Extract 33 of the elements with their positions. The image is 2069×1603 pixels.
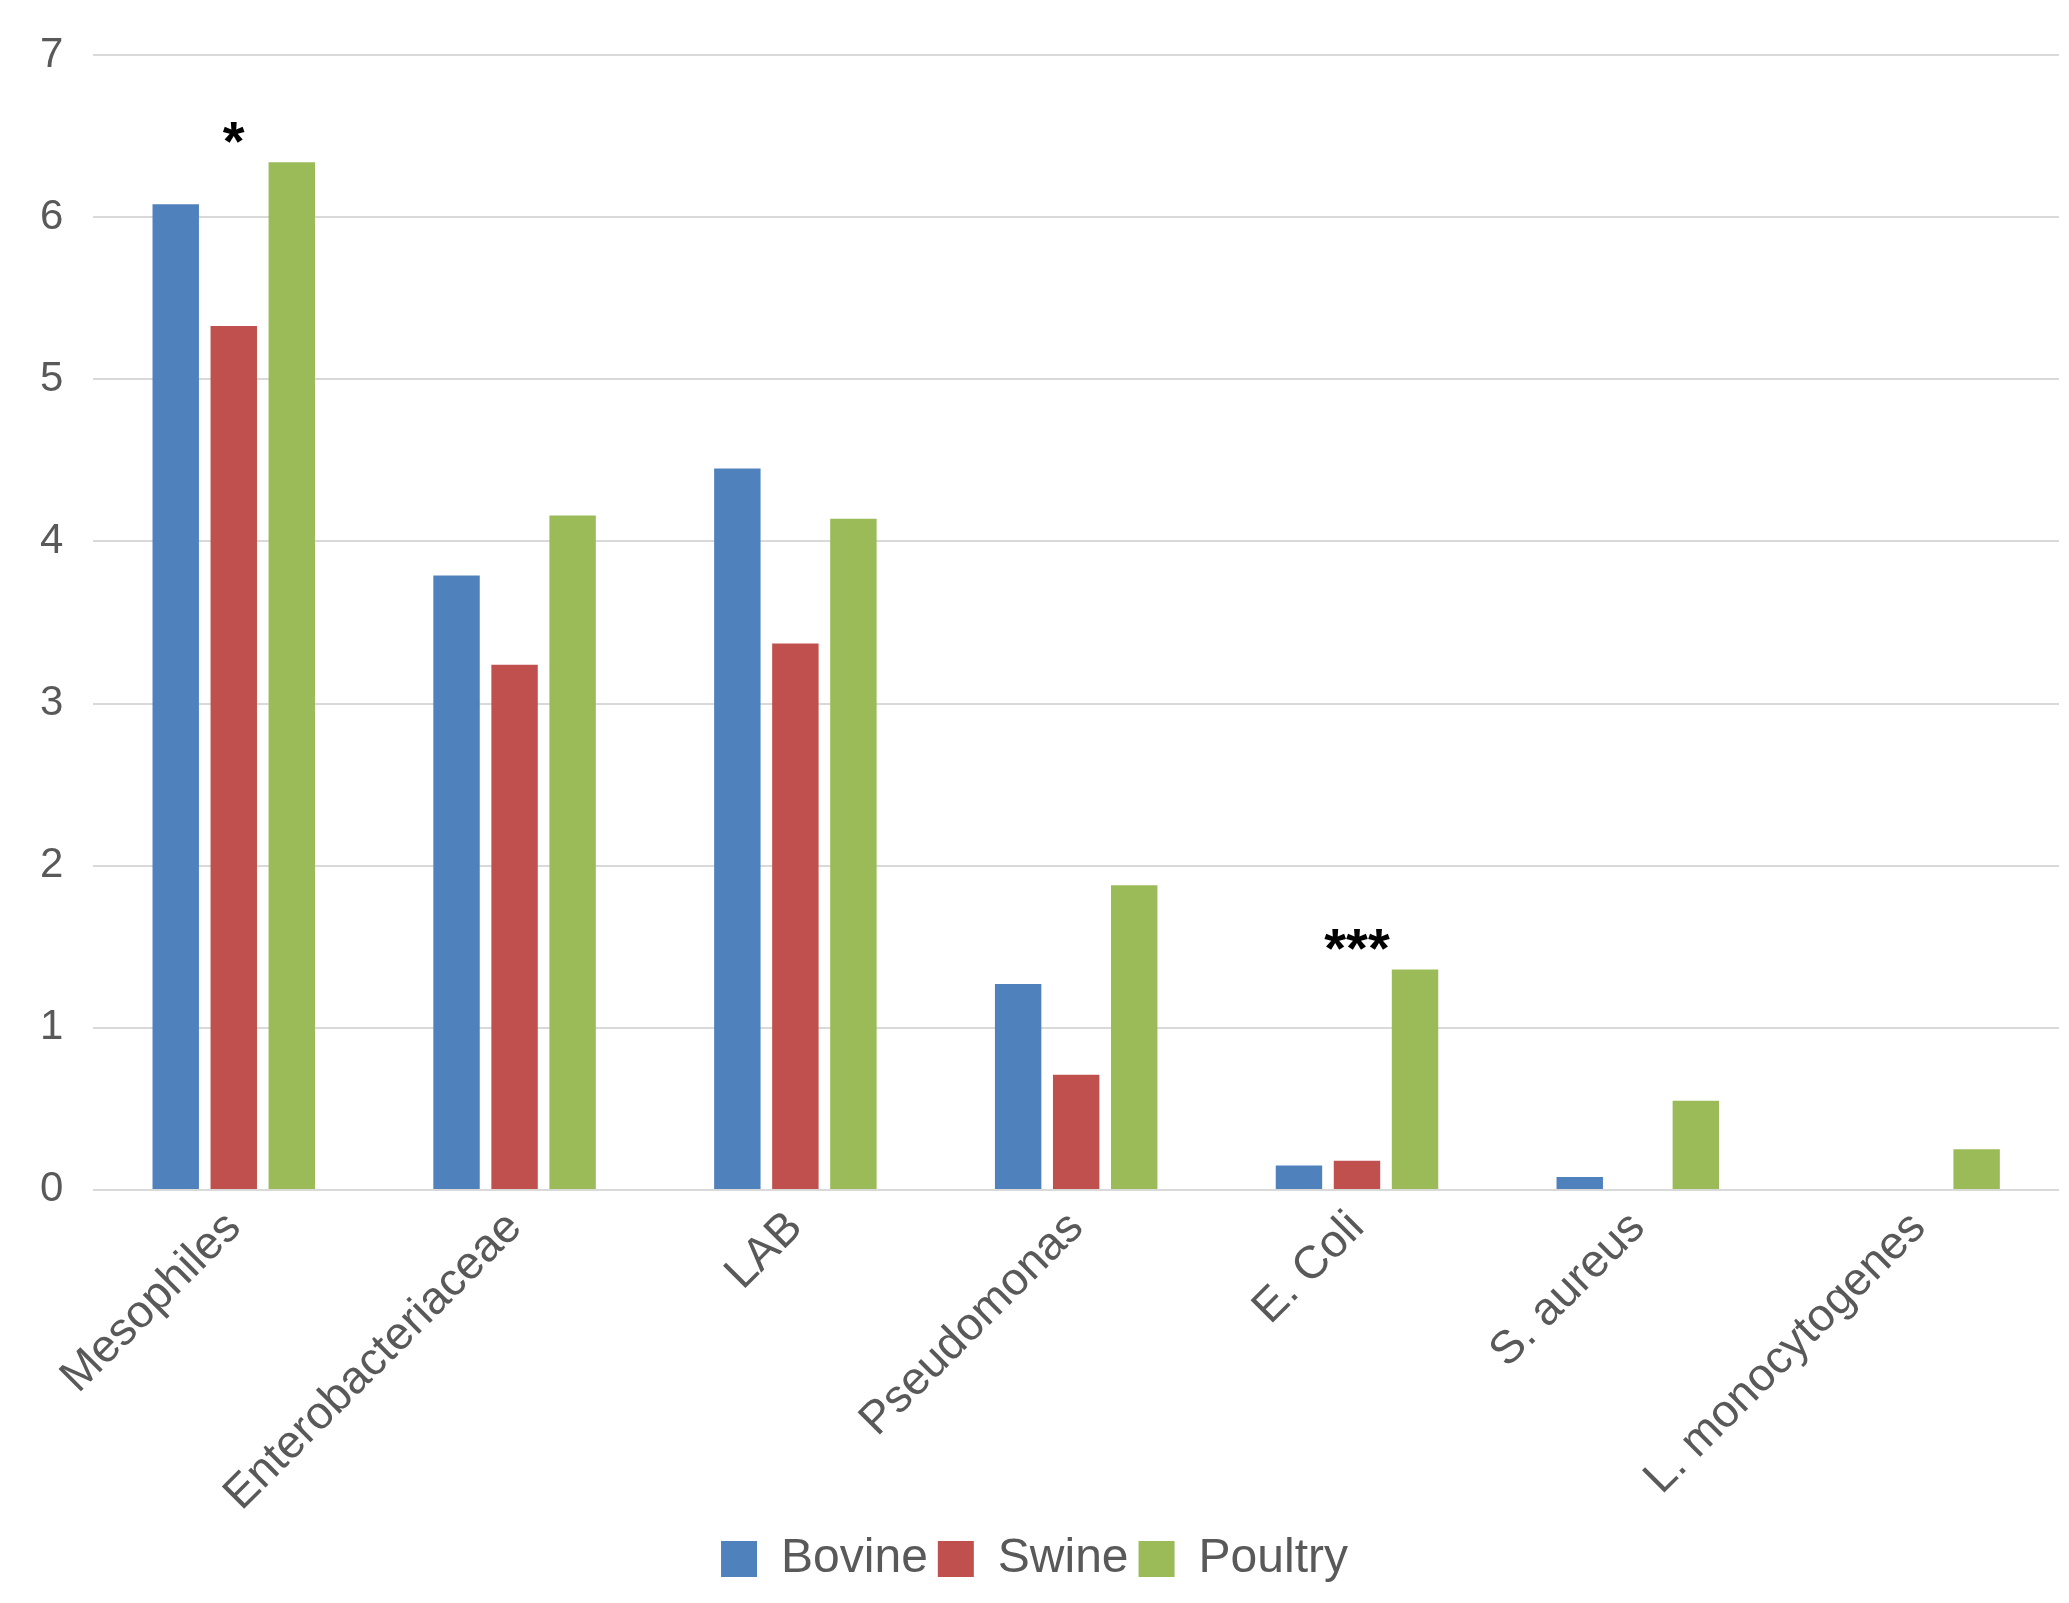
bar	[1111, 885, 1158, 1189]
y-tick-label: 4	[40, 515, 64, 563]
legend-label: Bovine	[781, 1529, 928, 1583]
bar	[994, 984, 1042, 1189]
x-tick-label: LAB	[713, 1199, 812, 1298]
y-tick-label: 6	[40, 190, 64, 238]
y-tick-label: 1	[40, 1001, 64, 1049]
bar	[268, 162, 316, 1189]
bar	[1391, 969, 1439, 1189]
annotation: ***	[1324, 915, 1390, 979]
y-tick-label: 7	[40, 28, 64, 76]
bar	[1672, 1100, 1720, 1189]
x-tick-label: E. Coli	[1240, 1199, 1374, 1333]
y-tick-label: 3	[40, 677, 64, 725]
bar	[491, 664, 538, 1189]
legend-label: Poultry	[1198, 1529, 1348, 1583]
bar	[772, 643, 819, 1189]
y-tick-label: 2	[40, 839, 64, 887]
bar	[714, 468, 761, 1189]
bar	[549, 515, 596, 1189]
bar	[210, 325, 257, 1189]
y-tick-label: 0	[40, 1163, 64, 1211]
legend-label: Swine	[997, 1529, 1129, 1583]
bar	[1052, 1074, 1100, 1189]
bar	[830, 518, 877, 1189]
bar	[1333, 1160, 1381, 1189]
bar	[1953, 1149, 2000, 1189]
annotation: *	[222, 108, 245, 172]
bar	[1556, 1176, 1603, 1189]
bar	[152, 204, 199, 1189]
y-tick-label: 5	[40, 352, 64, 400]
bar	[1275, 1165, 1323, 1189]
bar	[433, 575, 480, 1189]
